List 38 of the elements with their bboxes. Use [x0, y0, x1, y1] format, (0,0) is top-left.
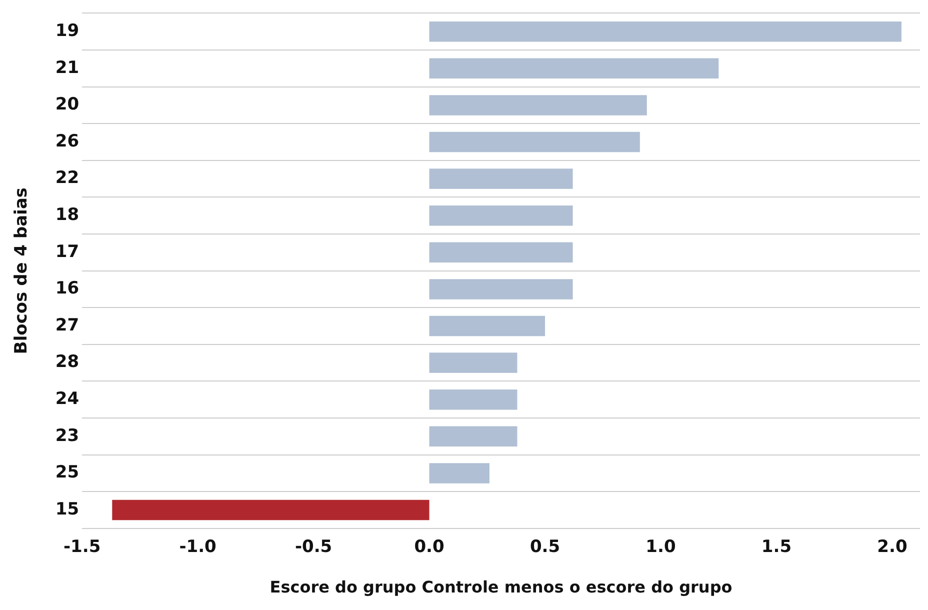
bar — [429, 95, 647, 116]
y-tick-label: 15 — [55, 499, 80, 520]
bar — [429, 58, 719, 79]
bar — [429, 279, 573, 300]
y-tick-label: 23 — [55, 426, 80, 446]
y-tick-label: 26 — [55, 131, 80, 152]
y-tick-label: 20 — [55, 94, 80, 115]
y-tick-label: 24 — [55, 389, 80, 410]
bar — [429, 205, 573, 226]
bar — [429, 316, 546, 336]
bar — [112, 500, 430, 520]
x-tick-label: -0.5 — [294, 537, 332, 558]
bar — [429, 352, 518, 373]
y-tick-label: 19 — [55, 21, 80, 42]
y-tick-label: 17 — [55, 242, 80, 262]
x-tick-label: 1.5 — [761, 537, 792, 558]
y-tick-label: 18 — [55, 205, 80, 226]
x-axis-title: Escore do grupo Controle menos o escore do grupo — [270, 578, 732, 597]
y-axis-title: Blocos de 4 baias — [12, 187, 32, 354]
y-tick-label: 25 — [55, 462, 80, 483]
bar — [429, 132, 640, 152]
x-tick-label: 1.0 — [646, 537, 676, 558]
y-tick-label: 21 — [55, 58, 80, 78]
y-tick-label: 16 — [55, 278, 80, 299]
bar — [429, 168, 573, 189]
y-tick-label: 22 — [55, 168, 80, 188]
bar — [429, 242, 573, 263]
x-tick-label: 0.0 — [414, 537, 444, 558]
x-tick-label: -1.5 — [63, 537, 101, 558]
bar — [429, 389, 518, 410]
bar — [429, 426, 518, 447]
x-tick-label: -1.0 — [179, 537, 217, 558]
x-tick-label: 0.5 — [530, 537, 560, 558]
y-tick-label: 28 — [55, 352, 80, 372]
y-tick-label: 27 — [55, 315, 80, 336]
bar — [429, 463, 490, 484]
bar — [429, 21, 902, 42]
x-tick-label: 2.0 — [877, 537, 908, 558]
